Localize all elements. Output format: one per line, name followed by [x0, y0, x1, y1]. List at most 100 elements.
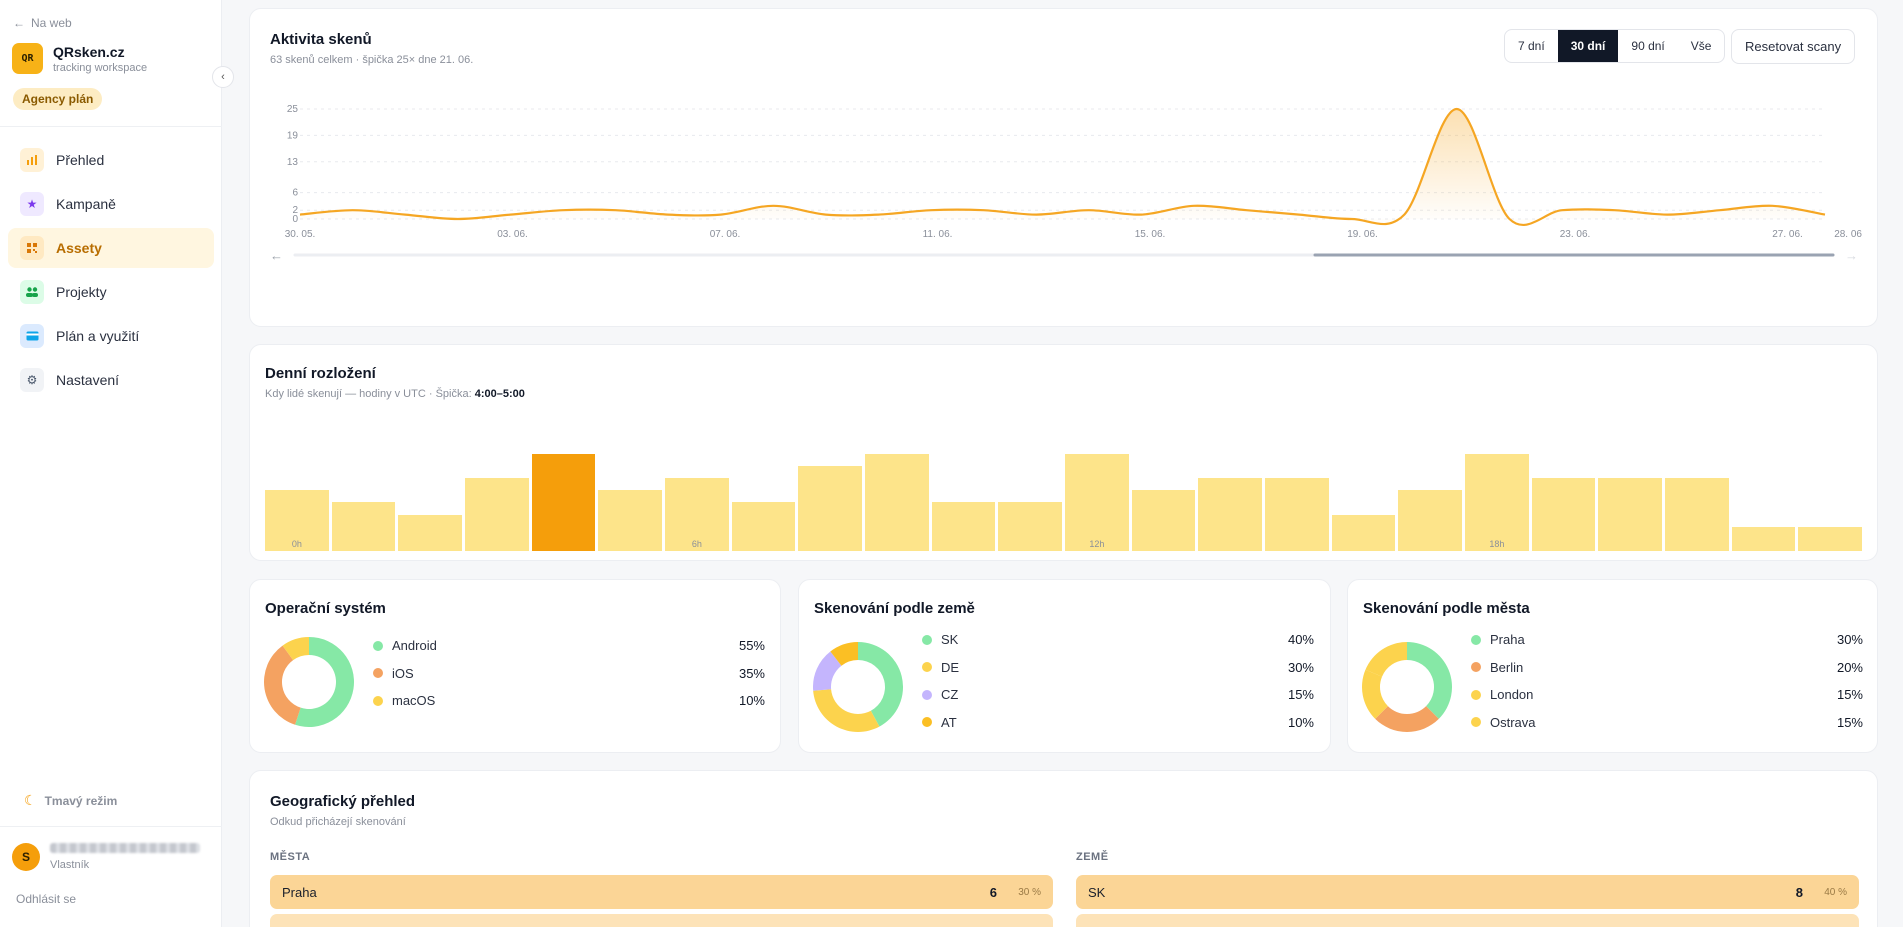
- chevron-left-icon: ‹: [221, 71, 225, 83]
- donut-slice[interactable]: [813, 689, 880, 732]
- donut-slice[interactable]: [282, 637, 309, 661]
- country-card: Skenování podle země SK 40% DE 30% CZ 15% AT 10…: [798, 579, 1331, 753]
- legend-dot-icon: [922, 634, 932, 645]
- hour-bar[interactable]: [398, 515, 462, 551]
- hour-bar[interactable]: [1665, 478, 1729, 551]
- activity-area: [300, 108, 1825, 225]
- legend-dot-icon: [373, 668, 383, 679]
- city-row[interactable]: Praha 6 30 %: [270, 875, 1053, 909]
- legend-percent: 10%: [1287, 714, 1314, 730]
- sidebar-item-plan[interactable]: Plán a využití: [8, 316, 214, 356]
- os-donut-chart: [264, 637, 354, 727]
- country-share: 40 %: [1824, 886, 1847, 898]
- hour-bar[interactable]: [731, 502, 796, 551]
- brand: QR QRsken.cz tracking workspace: [12, 43, 147, 74]
- legend-percent: 15%: [1836, 687, 1863, 703]
- hourly-peak: 4:00–5:00: [474, 388, 525, 400]
- hour-bar[interactable]: [798, 466, 862, 551]
- city-card: Skenování podle města Praha 30% Berlin 20% L…: [1347, 579, 1878, 753]
- sidebar-divider: [0, 126, 222, 127]
- hour-bar[interactable]: [865, 454, 929, 551]
- donut-slice[interactable]: [1365, 642, 1407, 677]
- scroll-right-icon[interactable]: →: [1845, 248, 1858, 263]
- legend-percent: 40%: [1287, 632, 1314, 648]
- y-tick-label: 2: [292, 205, 298, 216]
- hour-tick-label: 12h: [1089, 539, 1105, 549]
- legend-percent: 30%: [1287, 659, 1314, 675]
- logout-link[interactable]: Odhlásit se: [16, 892, 77, 906]
- star-icon: ★: [20, 192, 44, 216]
- legend-dot-icon: [1471, 634, 1481, 645]
- range-selector: 7 dní 30 dní 90 dní Vše: [1504, 29, 1726, 63]
- donut-slice[interactable]: [295, 637, 354, 727]
- legend-item: iOS 35%: [373, 660, 765, 688]
- legend-label: Berlin: [1490, 659, 1524, 675]
- activity-title: Aktivita skenů: [270, 31, 372, 48]
- hour-bar[interactable]: [1465, 454, 1529, 551]
- donut-slice[interactable]: [813, 651, 842, 691]
- activity-series-line: [299, 107, 1826, 226]
- hour-bar[interactable]: [531, 454, 596, 551]
- geo-overview-card: Geografický přehled Odkud přicházejí ske…: [249, 770, 1878, 927]
- sidebar-item-prehled[interactable]: Přehled: [8, 140, 214, 180]
- scroll-left-icon[interactable]: ←: [270, 248, 283, 263]
- city-row-partial[interactable]: [270, 914, 1053, 927]
- city-count: 6: [989, 884, 997, 900]
- hour-bar[interactable]: [1265, 478, 1329, 551]
- donut-slice[interactable]: [264, 645, 301, 725]
- hour-bar[interactable]: [1598, 478, 1662, 551]
- dark-mode-toggle[interactable]: ☾ Tmavý režim: [24, 792, 117, 809]
- sidebar-item-label: Plán a využití: [56, 328, 140, 344]
- range-7d-button[interactable]: 7 dní: [1518, 39, 1545, 53]
- sidebar-item-label: Kampaně: [56, 196, 116, 212]
- legend-item: macOS 10%: [373, 687, 765, 715]
- hour-bar[interactable]: [1131, 490, 1196, 551]
- range-90d-button[interactable]: 90 dní: [1631, 39, 1665, 53]
- country-row[interactable]: SK 8 40 %: [1076, 875, 1859, 909]
- donut-slice[interactable]: [1362, 669, 1388, 719]
- hour-tick-label: 18h: [1489, 539, 1505, 549]
- collapse-sidebar-button[interactable]: ‹: [212, 66, 234, 88]
- hourly-subtitle: Kdy lidé skenují — hodiny v UTC · Špička…: [265, 388, 525, 400]
- x-tick-label: 27. 06.: [1772, 229, 1803, 240]
- legend-label: DE: [941, 659, 960, 675]
- legend-item: CZ 15%: [922, 681, 1314, 709]
- donut-slice[interactable]: [830, 642, 858, 666]
- hour-bar[interactable]: [665, 478, 729, 551]
- range-30d-button[interactable]: 30 dní: [1557, 30, 1619, 62]
- hourly-subtitle-text: Kdy lidé skenují — hodiny v UTC · Špička…: [265, 388, 472, 400]
- hour-bar[interactable]: [265, 490, 329, 551]
- range-all-button[interactable]: Vše: [1690, 39, 1712, 53]
- hour-bar[interactable]: [331, 502, 396, 551]
- x-tick-label: 28. 06: [1834, 229, 1862, 240]
- donut-slice[interactable]: [1375, 706, 1439, 732]
- sidebar-item-assety[interactable]: Assety: [8, 228, 214, 268]
- hour-bar[interactable]: [998, 502, 1062, 551]
- hour-bar[interactable]: [1398, 490, 1462, 551]
- back-to-web-link[interactable]: ← Na web: [13, 16, 72, 30]
- legend-percent: 55%: [738, 638, 765, 654]
- hour-bar[interactable]: [931, 502, 996, 551]
- x-tick-label: 23. 06.: [1560, 229, 1591, 240]
- donut-slice[interactable]: [858, 642, 903, 727]
- hour-bar[interactable]: [1065, 454, 1129, 551]
- hour-bar[interactable]: [1198, 478, 1262, 551]
- brand-subtitle: tracking workspace: [53, 61, 148, 74]
- hour-bar[interactable]: [1531, 478, 1596, 551]
- hour-bar[interactable]: [465, 478, 529, 551]
- sidebar-item-kampane[interactable]: ★ Kampaně: [8, 184, 214, 224]
- reset-scans-button[interactable]: Resetovat scany: [1731, 29, 1856, 64]
- sidebar-item-nastaveni[interactable]: ⚙ Nastavení: [8, 360, 214, 400]
- hour-bar[interactable]: [598, 490, 662, 551]
- hour-bar[interactable]: [1731, 527, 1796, 551]
- hour-bar[interactable]: [1798, 527, 1862, 551]
- hour-bar[interactable]: [1331, 515, 1396, 551]
- donut-slice[interactable]: [1407, 642, 1452, 719]
- sidebar-item-projekty[interactable]: Projekty: [8, 272, 214, 312]
- country-row-partial[interactable]: [1076, 914, 1859, 927]
- hourly-title: Denní rozložení: [265, 365, 376, 382]
- legend-item: Berlin 20%: [1471, 654, 1863, 682]
- x-tick-label: 15. 06.: [1135, 229, 1166, 240]
- user-profile[interactable]: S Vlastník: [12, 843, 200, 871]
- country-count: 8: [1795, 884, 1803, 900]
